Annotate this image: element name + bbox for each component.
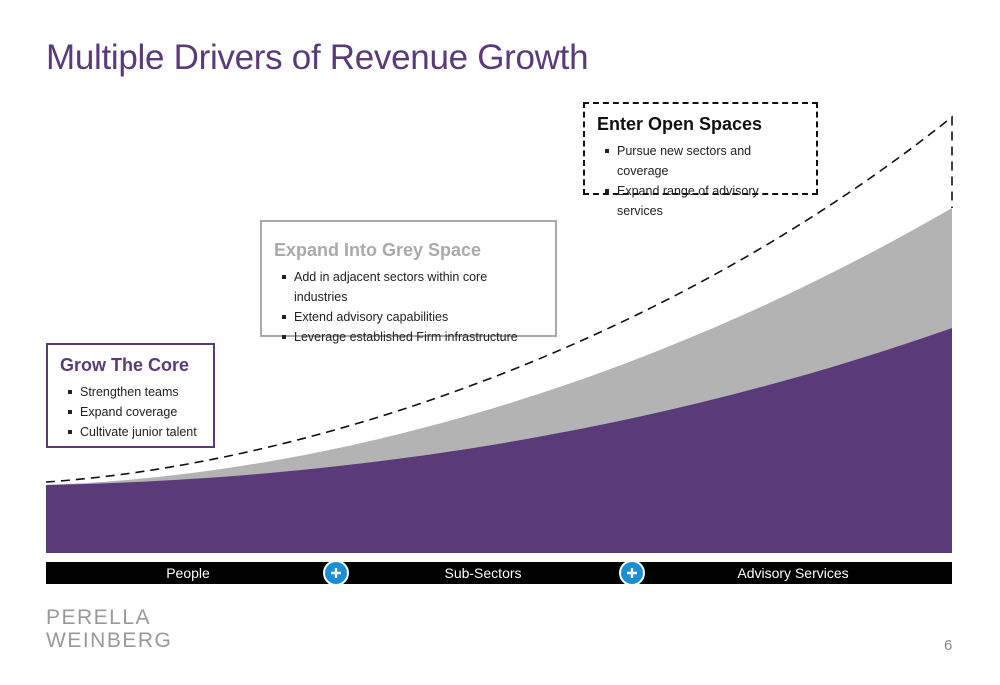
- bullet: Strengthen teams: [68, 382, 201, 402]
- logo: PERELLA WEINBERG: [46, 606, 172, 652]
- bullet: Pursue new sectors and coverage: [605, 141, 804, 181]
- logo-line: PERELLA: [46, 606, 152, 629]
- bullet: Add in adjacent sectors within core indu…: [282, 267, 543, 307]
- grey-space-box: Expand Into Grey Space Add in adjacent s…: [260, 220, 557, 344]
- core-box: Grow The Core Strengthen teams Expand cov…: [46, 343, 215, 448]
- box-heading: Expand Into Grey Space: [274, 240, 482, 260]
- bar-label: Sub-Sectors: [444, 565, 522, 581]
- plus-icon: [323, 560, 349, 586]
- slide-title: Multiple Drivers of Revenue Growth: [46, 38, 589, 77]
- plus-icon: [619, 560, 645, 586]
- bullet: Expand coverage: [68, 402, 201, 422]
- bullet: Cultivate junior talent: [68, 422, 201, 442]
- open-space-box: Enter Open Spaces Pursue new sectors and…: [583, 102, 818, 218]
- box-heading: Grow The Core: [60, 355, 190, 375]
- bullet: Leverage established Firm infrastructure: [282, 327, 543, 347]
- bar-label: Advisory Services: [737, 565, 849, 581]
- purple-area: [46, 328, 952, 553]
- page-number: 6: [944, 637, 953, 654]
- bullet: Expand range of advisory services: [605, 181, 804, 221]
- box-heading: Enter Open Spaces: [597, 114, 763, 134]
- open-space-line: [45, 115, 953, 483]
- bar-label: People: [166, 565, 210, 581]
- bullet: Extend advisory capabilities: [282, 307, 543, 327]
- logo-line: WEINBERG: [46, 629, 173, 652]
- driver-bar: [46, 562, 952, 584]
